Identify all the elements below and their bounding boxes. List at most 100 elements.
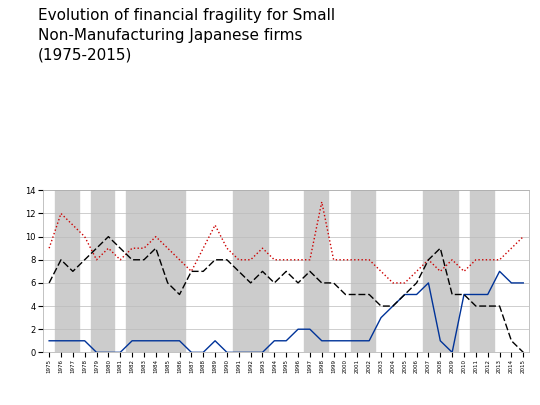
Ponzi	[402, 292, 408, 297]
Ponzi	[271, 281, 278, 286]
Ponzi	[82, 257, 88, 262]
Speculative	[520, 234, 526, 239]
Bar	[304, 190, 328, 352]
Hedge	[153, 338, 159, 343]
Bar	[91, 190, 114, 352]
Hedge	[366, 338, 373, 343]
Hedge	[449, 350, 455, 355]
Speculative	[496, 257, 503, 262]
Speculative	[484, 257, 491, 262]
Speculative	[354, 257, 361, 262]
Hedge	[390, 304, 396, 309]
Speculative	[141, 246, 147, 251]
Ponzi	[200, 269, 206, 274]
Speculative	[295, 257, 301, 262]
Hedge	[58, 338, 64, 343]
Speculative	[425, 257, 431, 262]
Speculative	[390, 281, 396, 286]
Ponzi	[212, 257, 218, 262]
Hedge	[342, 338, 349, 343]
Speculative	[449, 257, 455, 262]
Bar	[126, 190, 185, 352]
Speculative	[330, 257, 337, 262]
Speculative	[188, 269, 194, 274]
Ponzi	[354, 292, 361, 297]
Speculative	[413, 269, 420, 274]
Hedge	[129, 338, 136, 343]
Bar	[470, 190, 494, 352]
Speculative	[271, 257, 278, 262]
Ponzi	[520, 350, 526, 355]
Bar	[55, 190, 79, 352]
Ponzi	[425, 257, 431, 262]
Hedge	[235, 350, 242, 355]
Hedge	[437, 338, 443, 343]
Hedge	[425, 281, 431, 286]
Hedge	[188, 350, 194, 355]
Ponzi	[70, 269, 76, 274]
Hedge	[117, 350, 124, 355]
Hedge	[484, 292, 491, 297]
Hedge	[307, 327, 313, 332]
Hedge	[200, 350, 206, 355]
Ponzi	[330, 281, 337, 286]
Ponzi	[188, 269, 194, 274]
Speculative	[212, 223, 218, 228]
Line: Ponzi: Ponzi	[49, 237, 523, 352]
Ponzi	[141, 257, 147, 262]
Ponzi	[472, 304, 479, 309]
Speculative	[283, 257, 289, 262]
Ponzi	[390, 304, 396, 309]
Ponzi	[283, 269, 289, 274]
Speculative	[342, 257, 349, 262]
Ponzi	[461, 292, 467, 297]
Hedge	[520, 281, 526, 286]
Hedge	[259, 350, 266, 355]
Speculative	[402, 281, 408, 286]
Speculative	[378, 269, 384, 274]
Hedge	[330, 338, 337, 343]
Ponzi	[129, 257, 136, 262]
Hedge	[176, 338, 183, 343]
Bar	[233, 190, 268, 352]
Ponzi	[508, 338, 515, 343]
Ponzi	[449, 292, 455, 297]
Text: Evolution of financial fragility for Small
Non-Manufacturing Japanese firms
(197: Evolution of financial fragility for Sma…	[38, 8, 335, 63]
Ponzi	[58, 257, 64, 262]
Hedge	[105, 350, 112, 355]
Ponzi	[366, 292, 373, 297]
Speculative	[366, 257, 373, 262]
Ponzi	[93, 246, 100, 251]
Speculative	[461, 269, 467, 274]
Ponzi	[247, 281, 254, 286]
Hedge	[46, 338, 52, 343]
Hedge	[508, 281, 515, 286]
Speculative	[259, 246, 266, 251]
Speculative	[176, 257, 183, 262]
Speculative	[70, 223, 76, 228]
Speculative	[224, 246, 230, 251]
Ponzi	[259, 269, 266, 274]
Ponzi	[46, 281, 52, 286]
Ponzi	[235, 269, 242, 274]
Speculative	[46, 246, 52, 251]
Hedge	[496, 269, 503, 274]
Ponzi	[342, 292, 349, 297]
Ponzi	[176, 292, 183, 297]
Hedge	[402, 292, 408, 297]
Speculative	[472, 257, 479, 262]
Bar	[352, 190, 375, 352]
Speculative	[129, 246, 136, 251]
Hedge	[413, 292, 420, 297]
Hedge	[141, 338, 147, 343]
Hedge	[164, 338, 171, 343]
Hedge	[472, 292, 479, 297]
Speculative	[437, 269, 443, 274]
Hedge	[295, 327, 301, 332]
Hedge	[93, 350, 100, 355]
Hedge	[354, 338, 361, 343]
Hedge	[212, 338, 218, 343]
Ponzi	[378, 304, 384, 309]
Speculative	[93, 257, 100, 262]
Ponzi	[413, 281, 420, 286]
